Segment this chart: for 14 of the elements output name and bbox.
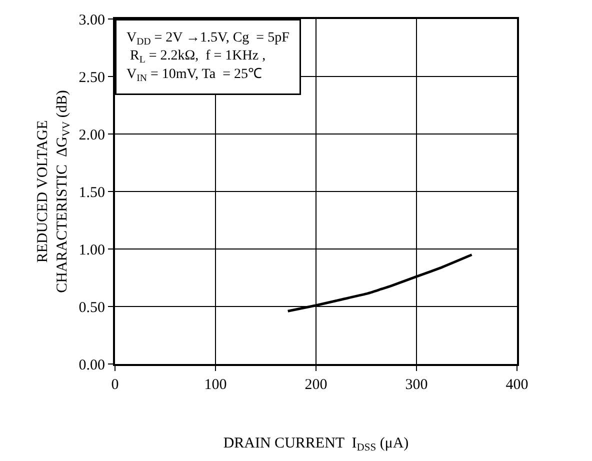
x-tick-label: 200 xyxy=(304,377,328,393)
x-tick-label: 400 xyxy=(506,377,528,393)
text: V$_{DD}$ = 2V →1.5V, Cg = 5pF R$_{L}$ = 2.2kΩ, f = 1KHz , V$_{IN}$ = 10mV, Ta = 25℃ xyxy=(126,30,290,84)
y-tick-label: 3.00 xyxy=(78,12,105,28)
y-tick-label: 1.50 xyxy=(78,184,105,201)
x-tick-label: 300 xyxy=(405,377,428,393)
x-tick-label: 0 xyxy=(111,377,119,393)
x-tick-label: 100 xyxy=(204,377,227,393)
y-tick-label: 0.00 xyxy=(78,357,105,374)
y-tick-label: 2.50 xyxy=(78,70,105,86)
x-axis-title: DRAIN CURRENT I$_{DSS}$ (μA) xyxy=(223,436,409,454)
y-tick-label: 2.00 xyxy=(78,127,105,144)
y-tick-label: 1.00 xyxy=(78,242,105,258)
y-tick-label: 0.50 xyxy=(78,300,105,316)
